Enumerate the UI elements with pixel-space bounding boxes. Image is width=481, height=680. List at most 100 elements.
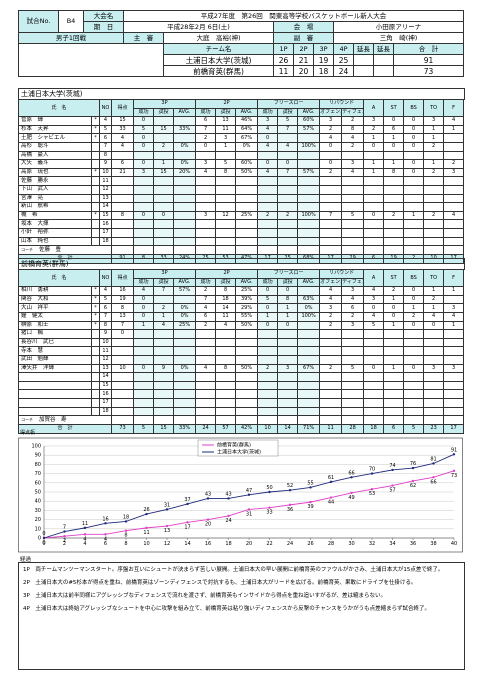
stat-cell: 0 bbox=[403, 294, 425, 305]
stat-cell bbox=[297, 372, 321, 382]
stat-cell: 1 bbox=[257, 311, 279, 322]
stat-cell: 0 bbox=[277, 320, 299, 331]
stat-cell bbox=[341, 176, 365, 186]
player-row: 小針 裕弥 17 bbox=[18, 227, 465, 238]
stat-cell bbox=[173, 236, 197, 247]
sub-header: オフェンス bbox=[319, 107, 343, 118]
stat-cell: 2 bbox=[423, 167, 445, 178]
stat-cell bbox=[195, 227, 217, 238]
stat-cell: 0 bbox=[277, 159, 299, 169]
stat-cell bbox=[443, 236, 465, 247]
stat-cell bbox=[341, 406, 365, 417]
stat-cell: 1 bbox=[277, 311, 299, 322]
stat-cell bbox=[423, 372, 445, 382]
data-label: 33 bbox=[266, 510, 272, 516]
period-score: 21 bbox=[293, 54, 314, 66]
match-no: B4 bbox=[58, 10, 84, 33]
player-row: 15 bbox=[18, 380, 465, 391]
stat-cell bbox=[341, 219, 365, 229]
stat-cell: 2 bbox=[443, 159, 465, 169]
total-cell: 28 bbox=[341, 424, 365, 434]
stat-cell bbox=[133, 150, 155, 161]
stat-cell: 5 bbox=[277, 116, 299, 126]
data-label: 53 bbox=[369, 491, 375, 497]
stat-cell: 0 bbox=[403, 141, 425, 152]
stat-cell bbox=[319, 329, 343, 339]
data-point bbox=[63, 530, 66, 533]
stat-cell bbox=[277, 150, 299, 161]
data-label: 73 bbox=[451, 473, 457, 479]
period-score: 19 bbox=[313, 54, 334, 66]
player-row: 坂本 大揮 16 bbox=[18, 219, 465, 229]
stat-cell bbox=[443, 354, 465, 365]
stat-cell bbox=[235, 372, 259, 382]
stat-cell bbox=[423, 193, 445, 204]
y-tick-label: 10 bbox=[35, 526, 41, 532]
player-row: 高原 琉也 * 10 21 3 15 20% 4 8 50% 4 7 57% 2 4 1 8 0 2 3 bbox=[18, 167, 465, 178]
stat-cell bbox=[443, 406, 465, 417]
group-header: リバウンド bbox=[319, 269, 365, 279]
stat-cell: 1 bbox=[403, 303, 425, 313]
stat-cell bbox=[297, 219, 321, 229]
stat-cell: 57% bbox=[173, 286, 197, 296]
stat-cell: 15 bbox=[153, 167, 175, 178]
player-no: 18 bbox=[99, 236, 113, 247]
stat-cell bbox=[383, 176, 405, 186]
stat-header: ST bbox=[383, 268, 405, 288]
data-point bbox=[309, 500, 312, 504]
stat-cell bbox=[443, 380, 465, 391]
stat-cell bbox=[235, 380, 259, 391]
data-label: 8 bbox=[124, 533, 127, 539]
data-point bbox=[104, 533, 107, 536]
stat-cell bbox=[383, 346, 405, 356]
stat-cell bbox=[257, 397, 279, 408]
player-row: 佐藤 勝永 11 bbox=[18, 176, 465, 186]
stat-cell: 3 bbox=[215, 133, 237, 143]
stat-cell bbox=[257, 236, 279, 247]
stat-cell bbox=[443, 193, 465, 204]
player-name: 山本 純也 bbox=[18, 236, 92, 247]
stat-cell bbox=[297, 389, 321, 399]
stat-cell bbox=[277, 236, 299, 247]
stat-cell bbox=[443, 329, 465, 339]
stat-cell bbox=[423, 236, 445, 247]
data-label: 66 bbox=[348, 470, 354, 476]
player-no: 11 bbox=[99, 346, 113, 356]
stat-cell bbox=[173, 354, 197, 365]
stat-cell: 0 bbox=[133, 311, 155, 322]
stat-cell bbox=[363, 176, 385, 186]
stat-cell bbox=[153, 354, 175, 365]
stat-cell: 0 bbox=[133, 159, 155, 169]
match-no-label: 試合No. bbox=[18, 10, 59, 33]
stat-cell: 50% bbox=[235, 320, 259, 331]
stat-cell: 1 bbox=[215, 141, 237, 152]
stat-cell bbox=[195, 202, 217, 212]
stat-cell: 5 bbox=[133, 124, 155, 135]
stat-cell bbox=[195, 150, 217, 161]
stat-cell bbox=[235, 227, 259, 238]
stat-cell bbox=[363, 236, 385, 247]
x-tick-label: 36 bbox=[410, 541, 416, 547]
player-no: 10 bbox=[99, 337, 113, 348]
total-cell: 17 bbox=[443, 424, 465, 434]
stat-cell: 9 bbox=[153, 363, 175, 374]
data-label: 20 bbox=[205, 522, 211, 528]
notes-label: 経過 bbox=[20, 557, 32, 563]
sub-header: 試投 bbox=[277, 277, 299, 288]
data-label: 61 bbox=[328, 475, 334, 481]
data-point bbox=[206, 497, 210, 500]
stat-cell: 0 bbox=[133, 141, 155, 152]
stat-cell: 1 bbox=[153, 159, 175, 169]
stat-cell bbox=[319, 176, 343, 186]
stat-cell: 16 bbox=[111, 286, 135, 296]
stat-cell bbox=[257, 337, 279, 348]
stat-header: BS bbox=[403, 98, 425, 118]
stat-cell bbox=[319, 372, 343, 382]
data-label: 31 bbox=[164, 502, 170, 508]
stat-cell: 2 bbox=[423, 210, 445, 221]
stat-cell: 0% bbox=[173, 363, 197, 374]
stat-cell bbox=[443, 150, 465, 161]
stat-cell bbox=[277, 406, 299, 417]
stat-cell bbox=[363, 380, 385, 391]
x-tick-label: 20 bbox=[246, 541, 252, 547]
